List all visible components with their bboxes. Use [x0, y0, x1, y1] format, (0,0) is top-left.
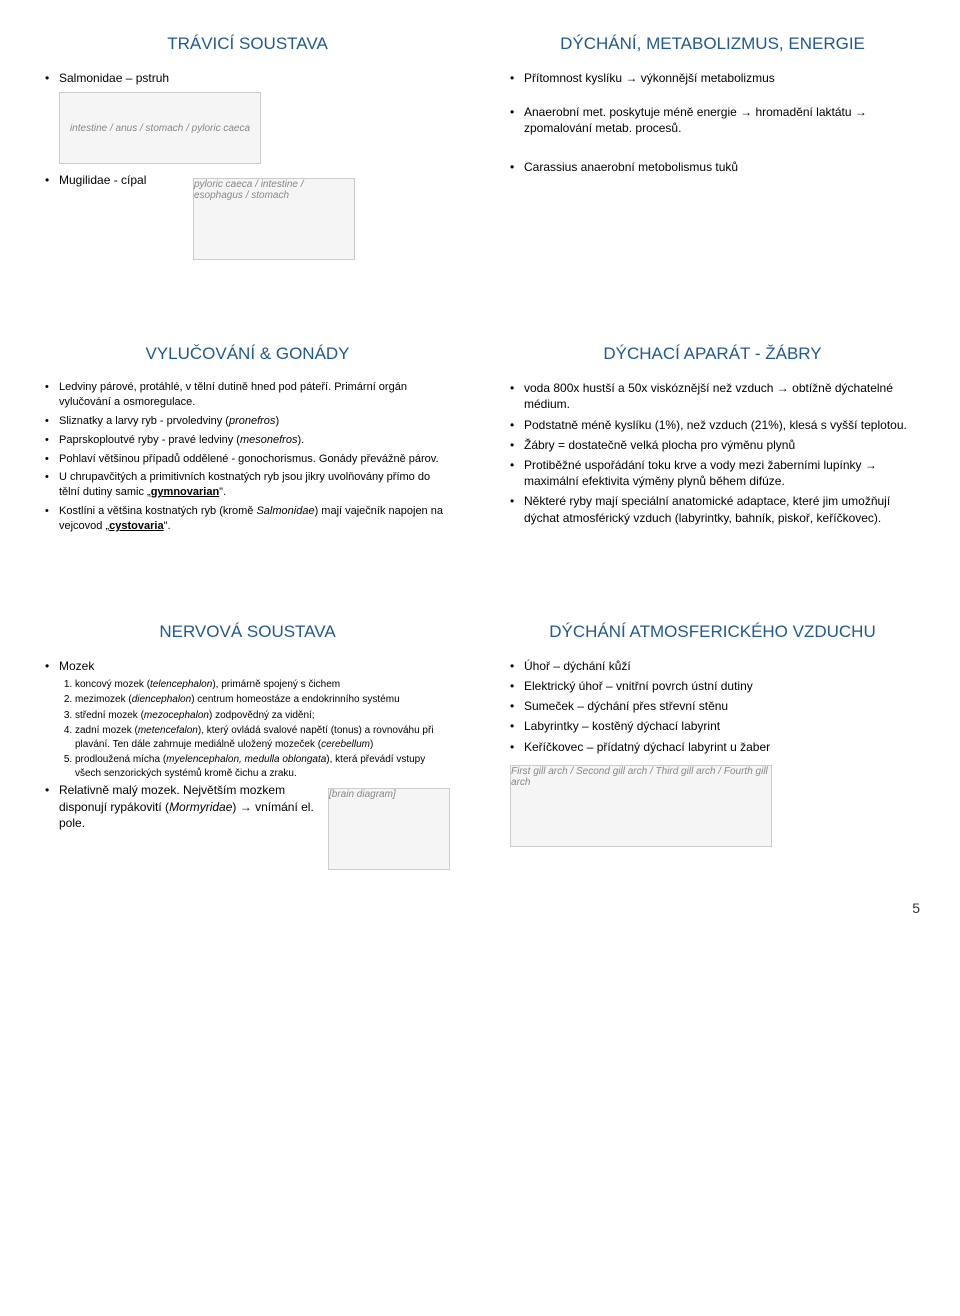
term: pronefros: [229, 415, 275, 427]
text: ".: [219, 486, 226, 498]
text: ) zodpovědný za vidění;: [209, 710, 315, 721]
list-item: Některé ryby mají speciální anatomické a…: [510, 493, 915, 525]
slide-title: DÝCHACÍ APARÁT - ŽÁBRY: [510, 344, 915, 364]
page-number: 5: [30, 880, 930, 916]
text: mezimozek (: [75, 694, 132, 705]
list-item: Kostlíni a většina kostnatých ryb (kromě…: [45, 504, 450, 534]
list-item: Sliznatky a larvy ryb - prvoledviny (pro…: [45, 414, 450, 429]
text: ), primárně spojený s čichem: [212, 679, 340, 690]
text: ".: [164, 520, 171, 532]
gill-arch-diagram: First gill arch / Second gill arch / Thi…: [510, 765, 772, 847]
text: střední mozek (: [75, 710, 144, 721]
term: diencephalon: [132, 694, 192, 705]
list-item: Anaerobní met. poskytuje méně energie → …: [510, 104, 915, 136]
list-item: Sumeček – dýchání přes střevní stěnu: [510, 698, 915, 714]
term: mezocephalon: [144, 710, 209, 721]
list-item: Carassius anaerobní metobolismus tuků: [510, 159, 915, 175]
slide-travici: TRÁVICÍ SOUSTAVA Salmonidae – pstruh int…: [30, 20, 465, 270]
term: mesonefros: [240, 434, 297, 446]
numbered-item: zadní mozek (metencefalon), který ovládá…: [75, 724, 450, 751]
text: Sliznatky a larvy ryb - prvoledviny (: [59, 415, 229, 427]
term: metencefalon: [138, 725, 198, 736]
list-item: Podstatně méně kyslíku (1%), než vzduch …: [510, 417, 915, 433]
slide-grid: TRÁVICÍ SOUSTAVA Salmonidae – pstruh int…: [30, 20, 930, 880]
slide-title: TRÁVICÍ SOUSTAVA: [45, 34, 450, 54]
text: zadní mozek (: [75, 725, 138, 736]
slide-title: VYLUČOVÁNÍ & GONÁDY: [45, 344, 450, 364]
list-item: Salmonidae – pstruh: [45, 70, 450, 86]
slide-dychani-metab: DÝCHÁNÍ, METABOLIZMUS, ENERGIE Přítomnos…: [495, 20, 930, 270]
slide-vylucovani: VYLUČOVÁNÍ & GONÁDY Ledviny párové, prot…: [30, 330, 465, 548]
list-item: Ledviny párové, protáhlé, v tělní dutině…: [45, 380, 450, 410]
text: ) centrum homeostáze a endokrinního syst…: [191, 694, 399, 705]
list-item: Keříčkovec – přídatný dýchací labyrint u…: [510, 739, 915, 755]
slide-dychani-atm: DÝCHÁNÍ ATMOSFERICKÉHO VZDUCHU Úhoř – dý…: [495, 608, 930, 881]
numbered-item: střední mozek (mezocephalon) zodpovědný …: [75, 709, 450, 723]
list-item: Elektrický úhoř – vnitřní povrch ústní d…: [510, 678, 915, 694]
slide-title: NERVOVÁ SOUSTAVA: [45, 622, 450, 642]
term: telencephalon: [150, 679, 212, 690]
text: U chrupavčitých a primitivních kostnatýc…: [59, 471, 430, 498]
text: ): [275, 415, 279, 427]
text: ).: [297, 434, 304, 446]
page-container: TRÁVICÍ SOUSTAVA Salmonidae – pstruh int…: [0, 0, 960, 936]
numbered-item: koncový mozek (telencephalon), primárně …: [75, 678, 450, 692]
list-item: Mugilidae - cípal: [45, 172, 165, 188]
slide-zabry: DÝCHACÍ APARÁT - ŽÁBRY voda 800x hustší …: [495, 330, 930, 548]
list-item: Žábry = dostatečně velká plocha pro výmě…: [510, 437, 915, 453]
brain-diagram: [brain diagram]: [328, 788, 450, 870]
list-item: Protiběžné uspořádání toku krve a vody m…: [510, 457, 915, 489]
list-item: Úhoř – dýchání kůží: [510, 658, 915, 674]
term: gymnovarian: [151, 486, 219, 498]
numbered-item: mezimozek (diencephalon) centrum homeost…: [75, 693, 450, 707]
list-item: Pohlaví většinou případů oddělené - gono…: [45, 452, 450, 467]
text: Kostlíni a většina kostnatých ryb (kromě: [59, 505, 256, 517]
text: Paprskoploutvé ryby - pravé ledviny (: [59, 434, 240, 446]
term: myelencephalon, medulla oblongata: [166, 754, 326, 765]
list-item: voda 800x hustší a 50x viskóznější než v…: [510, 380, 915, 412]
digestion-diagram-b: pyloric caeca / intestine / esophagus / …: [193, 178, 355, 260]
list-item: Mozek: [45, 658, 450, 674]
slide-title: DÝCHÁNÍ ATMOSFERICKÉHO VZDUCHU: [510, 622, 915, 642]
term: Mormyridae: [169, 800, 232, 814]
text: koncový mozek (: [75, 679, 150, 690]
term: cerebellum: [321, 739, 370, 750]
numbered-item: prodloužená mícha (myelencephalon, medul…: [75, 753, 450, 780]
list-item: Labyrintky – kostěný dýchací labyrint: [510, 718, 915, 734]
list-item: U chrupavčitých a primitivních kostnatýc…: [45, 470, 450, 500]
text: ): [370, 739, 373, 750]
term: Salmonidae: [256, 505, 314, 517]
list-item: Paprskoploutvé ryby - pravé ledviny (mes…: [45, 433, 450, 448]
slide-title: DÝCHÁNÍ, METABOLIZMUS, ENERGIE: [510, 34, 915, 54]
list-item: Přítomnost kyslíku → výkonnější metaboli…: [510, 70, 915, 86]
term: cystovaria: [109, 520, 163, 532]
text: prodloužená mícha (: [75, 754, 166, 765]
list-item: Relativně malý mozek. Největším mozkem d…: [45, 782, 322, 831]
digestion-diagram-a: intestine / anus / stomach / pyloric cae…: [59, 92, 261, 164]
slide-nervova: NERVOVÁ SOUSTAVA Mozek koncový mozek (te…: [30, 608, 465, 881]
